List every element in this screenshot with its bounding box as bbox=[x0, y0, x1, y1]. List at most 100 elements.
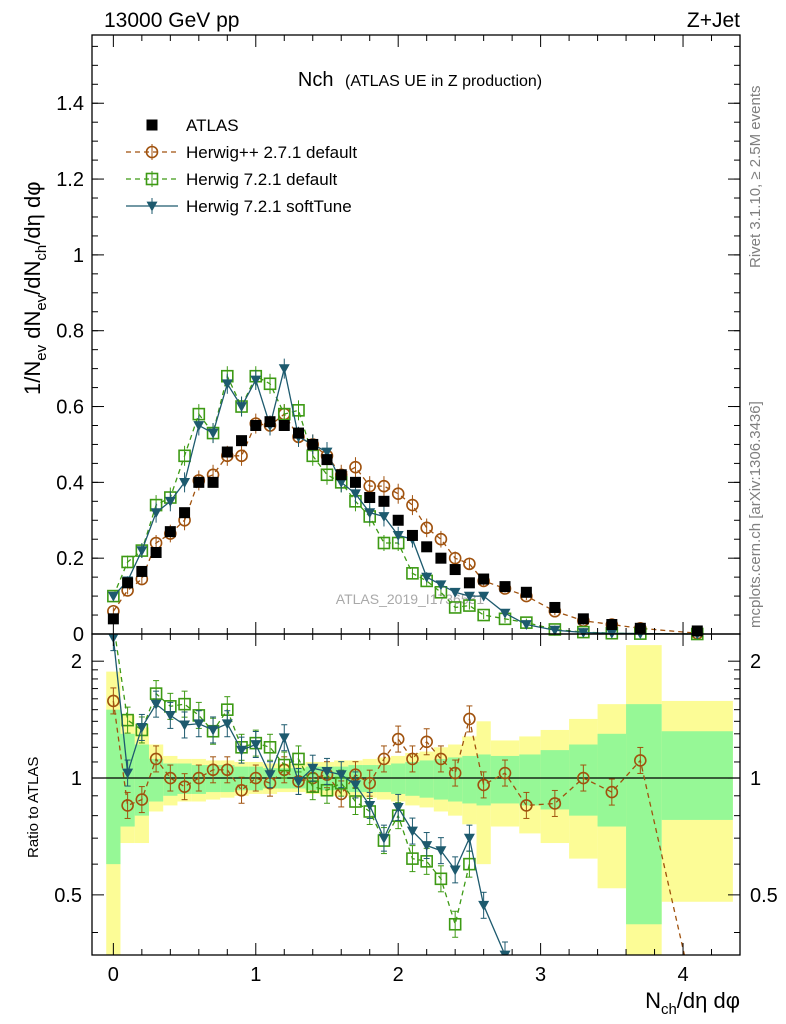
ratio-point bbox=[192, 771, 206, 785]
ratio-point bbox=[292, 752, 305, 766]
main-panel: ATLAS_2019_I1736531 0 0.2 0.4 0.6 0.8 1 1.2 1.4… bbox=[20, 34, 741, 646]
ratio-point bbox=[149, 752, 163, 766]
main-point bbox=[221, 379, 233, 390]
x-tick-label: 4 bbox=[677, 964, 688, 986]
main-point bbox=[107, 613, 119, 625]
main-ytick-label: 1.4 bbox=[56, 93, 84, 115]
ratio-band-inner bbox=[134, 744, 149, 816]
ratio-panel: 0.5 0.5 1 1 2 2 0 1 2 3 4 Ratio to ATLAS Nch/dη dφ bbox=[25, 633, 778, 1018]
plot-title: Nch (ATLAS UE in Z production) bbox=[298, 69, 542, 91]
ratio-band-inner bbox=[106, 709, 121, 865]
main-ytick-label: 0.4 bbox=[56, 472, 84, 494]
main-point bbox=[164, 496, 176, 507]
ratio-point bbox=[335, 770, 347, 781]
legend-label: Herwig++ 2.7.1 default bbox=[186, 143, 357, 162]
ratio-point bbox=[448, 917, 462, 931]
ratio-point bbox=[477, 778, 490, 792]
main-point bbox=[520, 620, 532, 631]
main-point bbox=[391, 487, 405, 501]
ratio-point bbox=[421, 841, 433, 852]
ratio-point bbox=[548, 797, 562, 810]
main-point bbox=[499, 608, 511, 619]
ratio-point bbox=[235, 783, 248, 797]
ratio-band-inner bbox=[148, 758, 164, 802]
ratio-point bbox=[179, 720, 191, 731]
main-point bbox=[278, 419, 290, 431]
ratio-band-inner bbox=[433, 758, 449, 800]
ratio-band-inner bbox=[661, 731, 733, 820]
main-point bbox=[377, 479, 391, 493]
main-point bbox=[250, 375, 262, 386]
main-point bbox=[449, 587, 461, 598]
main-point bbox=[121, 555, 134, 569]
header-right: Z+Jet bbox=[687, 9, 740, 32]
legend-marker bbox=[146, 201, 158, 212]
main-point bbox=[520, 586, 532, 598]
main-point bbox=[122, 577, 134, 589]
legend-label: Herwig 7.2.1 default bbox=[186, 170, 337, 189]
main-point bbox=[193, 421, 205, 431]
main-point bbox=[321, 447, 333, 458]
ratio-band-inner bbox=[419, 760, 434, 798]
legend-marker bbox=[145, 145, 159, 159]
ratio-point bbox=[478, 900, 490, 911]
main-point bbox=[293, 427, 305, 439]
ratio-point bbox=[363, 776, 377, 790]
main-point bbox=[463, 577, 475, 589]
main-point bbox=[236, 435, 248, 447]
x-axis-label: Nch/dη dφ bbox=[645, 988, 740, 1018]
x-tick-label: 0 bbox=[108, 964, 119, 986]
main-series-3 bbox=[107, 358, 703, 640]
main-point bbox=[178, 449, 191, 463]
main-point bbox=[392, 531, 404, 541]
main-point bbox=[349, 476, 361, 488]
x-tick-label: 2 bbox=[393, 964, 404, 986]
ratio-point bbox=[434, 752, 448, 766]
ratio-series-2 bbox=[108, 634, 511, 955]
ratio-series-0 bbox=[107, 687, 686, 955]
main-point bbox=[421, 572, 433, 583]
ratio-series-line bbox=[114, 634, 471, 927]
main-point bbox=[321, 454, 333, 466]
ratio-bands bbox=[92, 645, 740, 955]
main-point bbox=[335, 469, 347, 481]
ratio-point bbox=[249, 771, 263, 785]
main-point bbox=[107, 591, 119, 602]
ratio-ytick-label: 0.5 bbox=[54, 885, 82, 907]
ratio-point bbox=[391, 732, 405, 746]
main-point bbox=[179, 507, 191, 519]
main-point bbox=[435, 552, 447, 564]
main-point bbox=[364, 508, 376, 519]
main-point bbox=[235, 449, 248, 463]
ratio-point bbox=[435, 846, 447, 857]
ratio-point bbox=[463, 712, 476, 726]
legend-item-1: Herwig++ 2.7.1 default bbox=[126, 143, 357, 162]
main-point bbox=[448, 601, 462, 614]
main-point bbox=[150, 508, 162, 519]
ratio-ytick-label: 2 bbox=[71, 651, 82, 673]
ratio-point bbox=[164, 710, 176, 721]
main-point bbox=[477, 608, 490, 622]
x-tick-label: 3 bbox=[535, 964, 546, 986]
ratio-ytick-label-right: 2 bbox=[750, 651, 761, 673]
ratio-point bbox=[164, 771, 177, 785]
main-point bbox=[363, 479, 377, 493]
main-point bbox=[221, 446, 233, 458]
ratio-point bbox=[178, 780, 191, 793]
ratio-point bbox=[307, 763, 319, 774]
ratio-point bbox=[150, 699, 162, 710]
main-series-line bbox=[112, 374, 698, 635]
main-series-line bbox=[112, 368, 698, 635]
ratio-frame bbox=[91, 633, 741, 956]
ratio-ytick-label-right: 1 bbox=[750, 768, 761, 790]
main-point bbox=[577, 613, 589, 625]
ratio-point bbox=[264, 770, 276, 781]
main-point bbox=[421, 541, 433, 553]
main-point bbox=[478, 591, 490, 602]
main-point bbox=[549, 601, 561, 613]
header-left: 13000 GeV pp bbox=[104, 9, 239, 32]
mcplots-text: mcplots.cern.ch [arXiv:1306.3436] bbox=[747, 401, 764, 628]
ratio-point bbox=[250, 740, 262, 751]
main-point bbox=[193, 476, 205, 488]
